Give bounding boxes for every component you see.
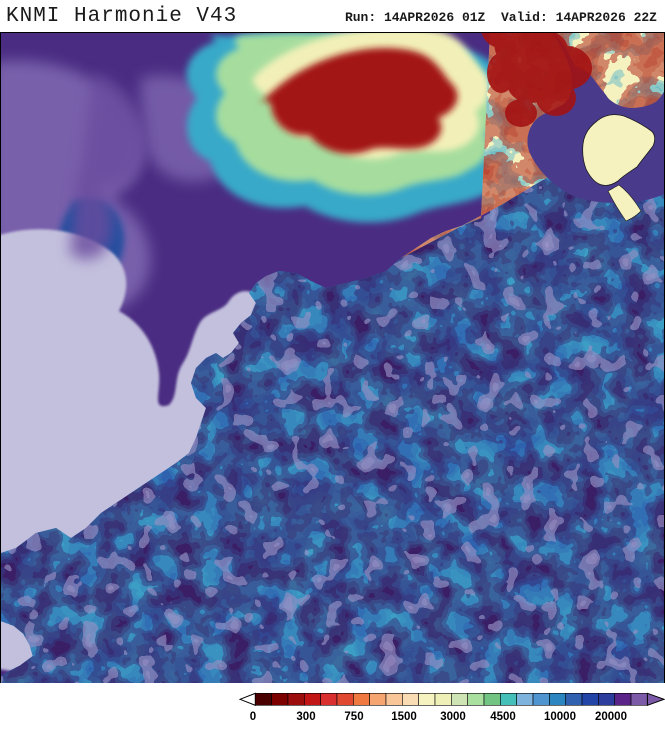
svg-text:3000: 3000	[440, 711, 466, 723]
svg-text:0: 0	[250, 711, 256, 723]
svg-text:4500: 4500	[490, 711, 516, 723]
svg-text:300: 300	[296, 711, 315, 723]
svg-text:20000: 20000	[595, 711, 627, 723]
svg-text:750: 750	[344, 711, 363, 723]
svg-text:1500: 1500	[391, 711, 417, 723]
svg-text:10000: 10000	[544, 711, 576, 723]
